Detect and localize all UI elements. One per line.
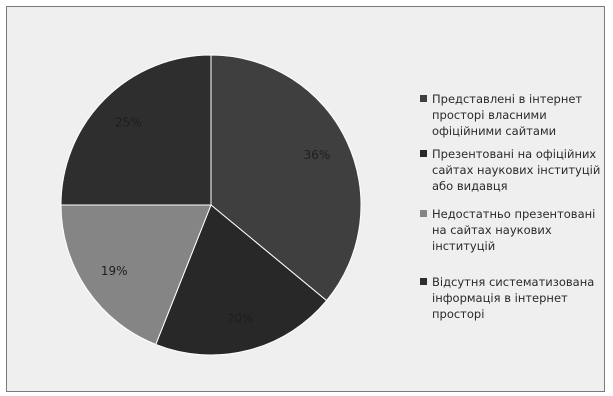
legend-entry-1-line-1: Представлені в інтернет bbox=[432, 92, 582, 106]
pie-labels: 36% 20% 19% 25% bbox=[101, 115, 330, 325]
pie-slice-1 bbox=[210, 54, 362, 302]
legend-entry-4-line-2: інформація в інтернет bbox=[432, 291, 568, 305]
legend-entry-1-line-3: офіційними сайтами bbox=[432, 124, 556, 138]
pie-slice-3 bbox=[60, 204, 212, 346]
slice-value-label-4: 25% bbox=[115, 115, 142, 129]
pie-slices bbox=[60, 54, 362, 356]
legend-entry-3-line-2: на сайтах наукових bbox=[432, 223, 552, 237]
legend-entry-2-line-1: Презентовані на офіційних bbox=[432, 147, 596, 161]
pie-slice-4 bbox=[60, 54, 212, 206]
legend: Представлені в інтернет просторі власними… bbox=[420, 92, 600, 321]
slice-value-label-1: 36% bbox=[304, 148, 331, 162]
legend-marker-2 bbox=[420, 150, 427, 157]
legend-entry-3-line-1: Недостатньо презентовані bbox=[432, 207, 595, 221]
legend-marker-1 bbox=[420, 95, 427, 102]
legend-marker-3 bbox=[420, 210, 427, 217]
slice-value-label-3: 19% bbox=[101, 264, 128, 278]
pie-slice-2 bbox=[155, 204, 328, 356]
slice-value-label-2: 20% bbox=[227, 311, 254, 325]
legend-entry-4-line-3: просторі bbox=[432, 307, 484, 321]
legend-entry-2-line-2: сайтах наукових інституцій bbox=[432, 163, 600, 177]
legend-entry-3-line-3: інституцій bbox=[432, 239, 495, 253]
legend-marker-4 bbox=[420, 278, 427, 285]
legend-entry-4-line-1: Відсутня систематизована bbox=[432, 275, 594, 289]
legend-entry-1-line-2: просторі власними bbox=[432, 108, 547, 122]
legend-entry-2-line-3: або видавця bbox=[432, 179, 508, 193]
